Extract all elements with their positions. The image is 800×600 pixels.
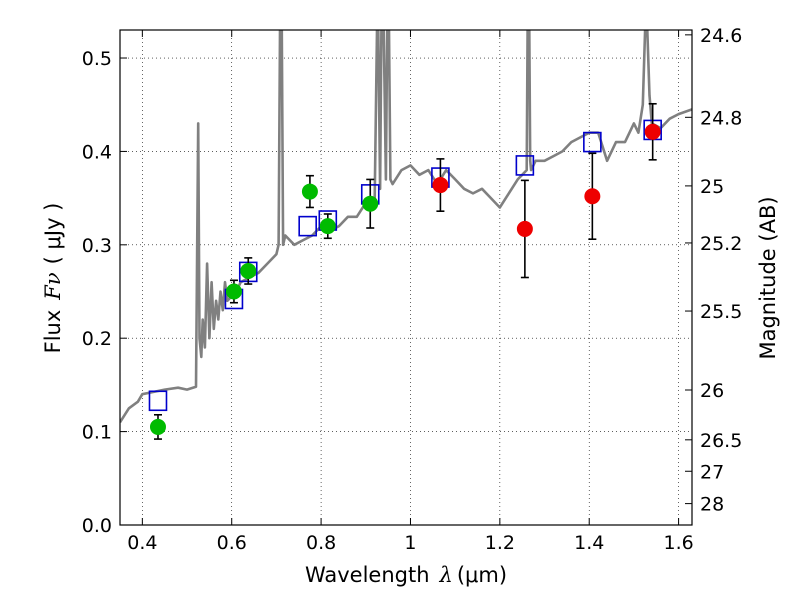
model-photometry-square [583, 131, 602, 153]
photometry-point [516, 220, 533, 237]
photometry-point [584, 188, 601, 205]
mag-tick-label: 26.5 [700, 430, 742, 452]
photometry-point [362, 195, 379, 212]
y2-axis-label: Magnitude (AB) [756, 196, 780, 359]
y-tick-label: 0.0 [82, 515, 112, 537]
x-tick-label: 1 [404, 532, 416, 554]
mag-tick-label: 25 [700, 176, 724, 198]
mag-tick-label: 24.6 [700, 25, 742, 47]
x-tick-label: 0.6 [217, 532, 247, 554]
ticks: 0.4 0.6 0.8 1 1.2 1.4 1.6 0.0 0.1 0.2 0.3 0.4 0.5 24.… [82, 25, 743, 554]
x-tick-label: 1.6 [663, 532, 693, 554]
y-tick-label: 0.3 [82, 235, 112, 257]
y-tick-label: 0.5 [82, 48, 112, 70]
photometry-point [644, 123, 661, 140]
photometry-point [319, 218, 336, 235]
plot-frame [119, 29, 693, 526]
y-tick-label: 0.1 [82, 422, 112, 444]
y-axis-label: FluxFν( μJy ) [41, 203, 65, 354]
x-tick-label: 0.8 [306, 532, 336, 554]
mag-tick-label: 27 [700, 461, 724, 483]
x-tick-label: 1.2 [485, 532, 515, 554]
mag-tick-label: 25.2 [700, 233, 742, 255]
photometry-point [240, 262, 257, 279]
mag-tick-label: 24.8 [700, 107, 742, 129]
photometry-point [301, 183, 318, 200]
photometry-point [149, 418, 166, 435]
photometry-layer [148, 102, 662, 440]
model-sed-layer [120, 30, 692, 423]
x-tick-label: 0.4 [127, 532, 157, 554]
model-photometry-square [148, 390, 168, 412]
mag-tick-label: 25.5 [700, 301, 742, 323]
x-tick-label: 1.4 [574, 532, 604, 554]
y-tick-label: 0.4 [82, 141, 112, 163]
photometry-point [432, 177, 449, 194]
model-sed-line [120, 30, 692, 423]
x-axis-label: Wavelength λ (μm) [305, 563, 507, 587]
model-photometry-square [298, 215, 317, 237]
mag-tick-label: 26 [700, 380, 724, 402]
y-tick-label: 0.2 [82, 328, 112, 350]
photometry-point [225, 283, 242, 300]
model-photometry-square [515, 155, 535, 176]
mag-tick-label: 28 [700, 494, 724, 516]
